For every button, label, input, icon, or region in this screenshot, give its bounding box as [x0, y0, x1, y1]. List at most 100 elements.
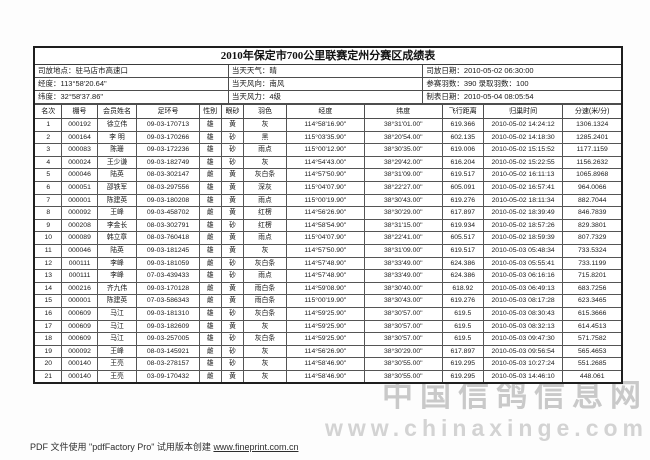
cell: 38°30'35.00": [363, 143, 443, 157]
cell: 雄: [198, 155, 222, 170]
cell: 红楞: [243, 206, 287, 220]
cell: 619.5: [441, 332, 484, 346]
cell: 08-03-302147: [136, 168, 200, 182]
table-row: 16 000609 马江 09-03-181310 雄砂灰白条 114°59'25.90"…: [35, 306, 621, 321]
cell: 20: [35, 357, 63, 371]
cell: 1306.1324: [562, 118, 621, 132]
cell: 114°58'16.90": [285, 118, 365, 132]
cell: 红楞: [243, 218, 287, 233]
cell: 砂: [220, 344, 245, 359]
watermark-site-url: www.chinaxinge.com: [324, 415, 648, 441]
cell: 灰: [243, 243, 287, 258]
cell: 1: [35, 118, 63, 132]
cell: 000001: [61, 294, 98, 308]
cell: 邵铁军: [96, 180, 138, 195]
cell: 黄: [220, 369, 245, 383]
info-wind-force: 当天风力：4级: [227, 90, 424, 104]
cell: 雨白条: [243, 294, 287, 308]
cell: 雌: [198, 168, 222, 182]
cell: 19: [35, 344, 63, 359]
cell: 雌: [198, 256, 222, 271]
cell: 深灰: [243, 180, 287, 195]
cell: 000046: [61, 243, 98, 258]
cell: 000083: [61, 143, 98, 157]
cell: 115°04'07.90": [285, 180, 365, 195]
table-row: 11 000046 陆英 09-03-181245 雄黄灰 114°57'50.90" 38…: [35, 243, 621, 258]
results-sheet: 2010年保定市700公里联赛定州分赛区成绩表 司放地点：驻马店市高速口 当天天…: [33, 46, 623, 385]
cell: 38°30'43.00": [363, 193, 443, 208]
cell: 雌: [198, 281, 222, 296]
cell: 114°56'26.90": [285, 344, 365, 359]
cell: 马江: [96, 319, 138, 334]
cell: 2010-05-02 14:24:12: [482, 118, 564, 132]
cell: 2010-05-03 06:16:16: [482, 269, 564, 283]
cell: 114°59'08.90": [285, 281, 365, 296]
cell: 000092: [61, 206, 98, 220]
cell: 雨点: [243, 193, 287, 208]
header-ring-number: 足环号: [136, 104, 200, 119]
header-longitude: 经度: [285, 104, 365, 119]
table-row: 7 000001 陈建英 09-03-180208 雄黄雨点 115°00'19.90" 3…: [35, 193, 621, 208]
cell: 605.517: [441, 231, 484, 245]
cell: 115°04'07.90": [285, 231, 365, 245]
cell: 114°58'46.90": [285, 369, 365, 383]
cell: 000111: [61, 269, 98, 283]
cell: 1156.2632: [562, 155, 621, 170]
table-row: 21 000140 王亮 03-09-170432 雌黄灰 114°58'46.90" 38…: [35, 369, 621, 383]
cell: 雨点: [243, 143, 287, 157]
cell: 619.5: [441, 319, 484, 334]
cell: 000164: [61, 130, 98, 145]
cell: 韩立章: [96, 231, 138, 245]
cell: 07-03-439433: [136, 269, 200, 283]
cell: 623.3465: [562, 294, 621, 308]
cell: 619.295: [441, 357, 484, 371]
cell: 1285.2401: [562, 130, 621, 145]
cell: 000216: [61, 281, 98, 296]
info-longitude: 经度：113°58'20.64": [35, 77, 229, 91]
info-release-datetime: 司放日期：2010-05-02 06:30:00: [422, 65, 621, 78]
cell: 9: [35, 218, 63, 233]
cell: 000609: [61, 319, 98, 334]
cell: 1065.8968: [562, 168, 621, 182]
cell: 571.7582: [562, 332, 621, 346]
cell: 雄: [198, 319, 222, 334]
cell: 114°57'50.90": [285, 243, 365, 258]
cell: 11: [35, 243, 63, 258]
cell: 雄: [198, 130, 222, 145]
table-row: 8 000092 王峰 09-03-458702 雌黄红楞 114°56'26.90" 38…: [35, 206, 621, 220]
cell: 黄: [220, 281, 245, 296]
table-row: 15 000001 陈建英 07-03-586343 雌黄雨白条 115°00'19.90…: [35, 294, 621, 308]
cell: 黄: [220, 294, 245, 308]
cell: 2010-05-03 08:30:43: [482, 306, 564, 321]
cell: 齐九伟: [96, 281, 138, 296]
info-table-date: 制表日期：2010-05-04 08:05:54: [422, 90, 621, 104]
cell: 黄: [220, 319, 245, 334]
cell: 807.7329: [562, 231, 621, 245]
cell: 雄: [198, 306, 222, 321]
table-row: 10 000089 韩立章 08-03-760418 雌黄雨点 115°04'07.90"…: [35, 231, 621, 245]
header-loft-number: 棚号: [61, 104, 98, 119]
cell: 000051: [61, 180, 98, 195]
footer-link[interactable]: www.fineprint.com.cn: [213, 442, 299, 452]
cell: 7: [35, 193, 63, 208]
cell: 733.5324: [562, 243, 621, 258]
cell: 2010-05-02 18:39:49: [482, 206, 564, 220]
cell: 17: [35, 319, 63, 334]
cell: 38°30'55.00": [363, 357, 443, 371]
cell: 雄: [198, 118, 222, 132]
cell: 000192: [61, 118, 98, 132]
cell: 2010-05-03 06:49:13: [482, 281, 564, 296]
info-wind-direction: 当天风向：南风: [227, 77, 424, 91]
cell: 09-03-170266: [136, 130, 200, 145]
cell: 6: [35, 180, 63, 195]
cell: 陈建英: [96, 193, 138, 208]
info-latitude: 纬度：32°58'37.86": [35, 90, 229, 104]
cell: 38°31'09.00": [363, 243, 443, 258]
cell: 雨点: [243, 231, 287, 245]
cell: 38°31'01.00": [363, 118, 443, 132]
cell: 砂: [220, 269, 245, 283]
cell: 陆英: [96, 243, 138, 258]
cell: 38°33'49.00": [363, 269, 443, 283]
cell: 03-09-170432: [136, 369, 200, 383]
table-row: 12 000111 李峰 09-03-181059 雌砂灰白条 114°57'48.90"…: [35, 256, 621, 271]
